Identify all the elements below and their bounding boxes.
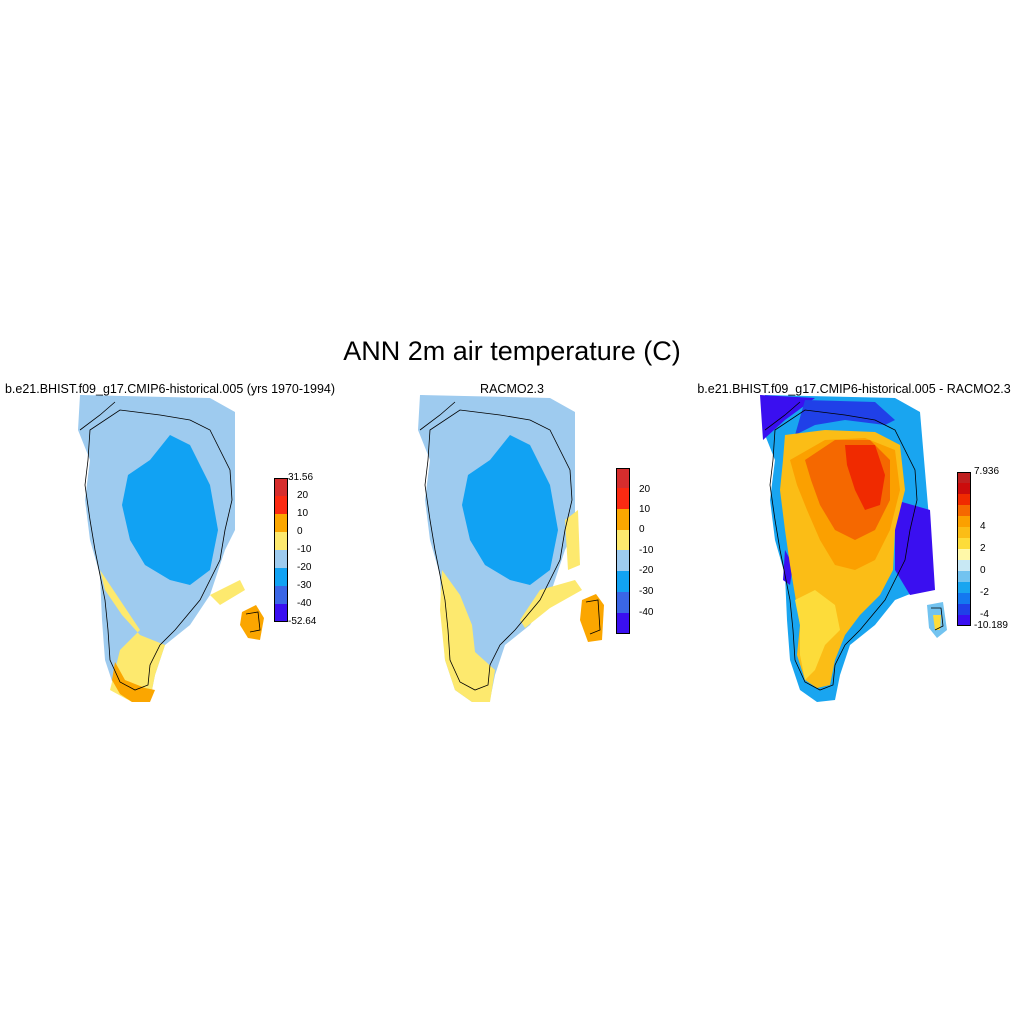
colorbar-label: -10 (297, 544, 312, 555)
colorbar-label: 31.56 (288, 472, 314, 483)
colorbar-label: 4 (980, 521, 986, 532)
panel-3-colorbar: 7.936 4 2 0 -2 -4 -10.189 (957, 466, 1008, 631)
colorbar-label: -40 (639, 607, 654, 618)
colorbar-label: -52.64 (288, 616, 317, 627)
panel-1-title: b.e21.BHIST.f09_g17.CMIP6-historical.005… (4, 382, 336, 396)
colorbar-label: 20 (297, 490, 309, 501)
colorbar-label: -4 (980, 609, 989, 620)
colorbar-label: 20 (639, 484, 651, 495)
colorbar-label: 10 (297, 508, 309, 519)
colorbar-label: 10 (639, 504, 651, 515)
colorbar-label: -2 (980, 587, 989, 598)
panel-2-title: RACMO2.3 (480, 382, 544, 396)
panel-3-title: b.e21.BHIST.f09_g17.CMIP6-historical.005… (697, 382, 1011, 396)
colorbar-label: -30 (297, 580, 312, 591)
colorbar-label: -30 (639, 586, 654, 597)
figure-title: ANN 2m air temperature (C) (343, 336, 681, 366)
colorbar-label: 0 (297, 526, 303, 537)
panel-3-map (745, 390, 1024, 710)
colorbar-label: -20 (639, 565, 654, 576)
colorbar-label: 0 (980, 565, 986, 576)
colorbar-label: -10 (639, 545, 654, 556)
colorbar-label: -40 (297, 598, 312, 609)
colorbar-label: 7.936 (974, 466, 1000, 477)
colorbar-frame (616, 468, 630, 634)
panel-1-map (60, 390, 390, 710)
colorbar-label: -20 (297, 562, 312, 573)
colorbar-label: 2 (980, 543, 986, 554)
colorbar-label: 0 (639, 524, 645, 535)
colorbar-frame (274, 478, 288, 622)
colorbar-frame (957, 472, 971, 626)
panel-1-colorbar: 31.56 20 10 0 -10 -20 -30 -40 -52.64 (274, 472, 316, 627)
colorbar-label: -10.189 (974, 620, 1008, 631)
panel-2-colorbar: 20 10 0 -10 -20 -30 -40 (616, 468, 653, 634)
panel-2-map (400, 390, 730, 710)
